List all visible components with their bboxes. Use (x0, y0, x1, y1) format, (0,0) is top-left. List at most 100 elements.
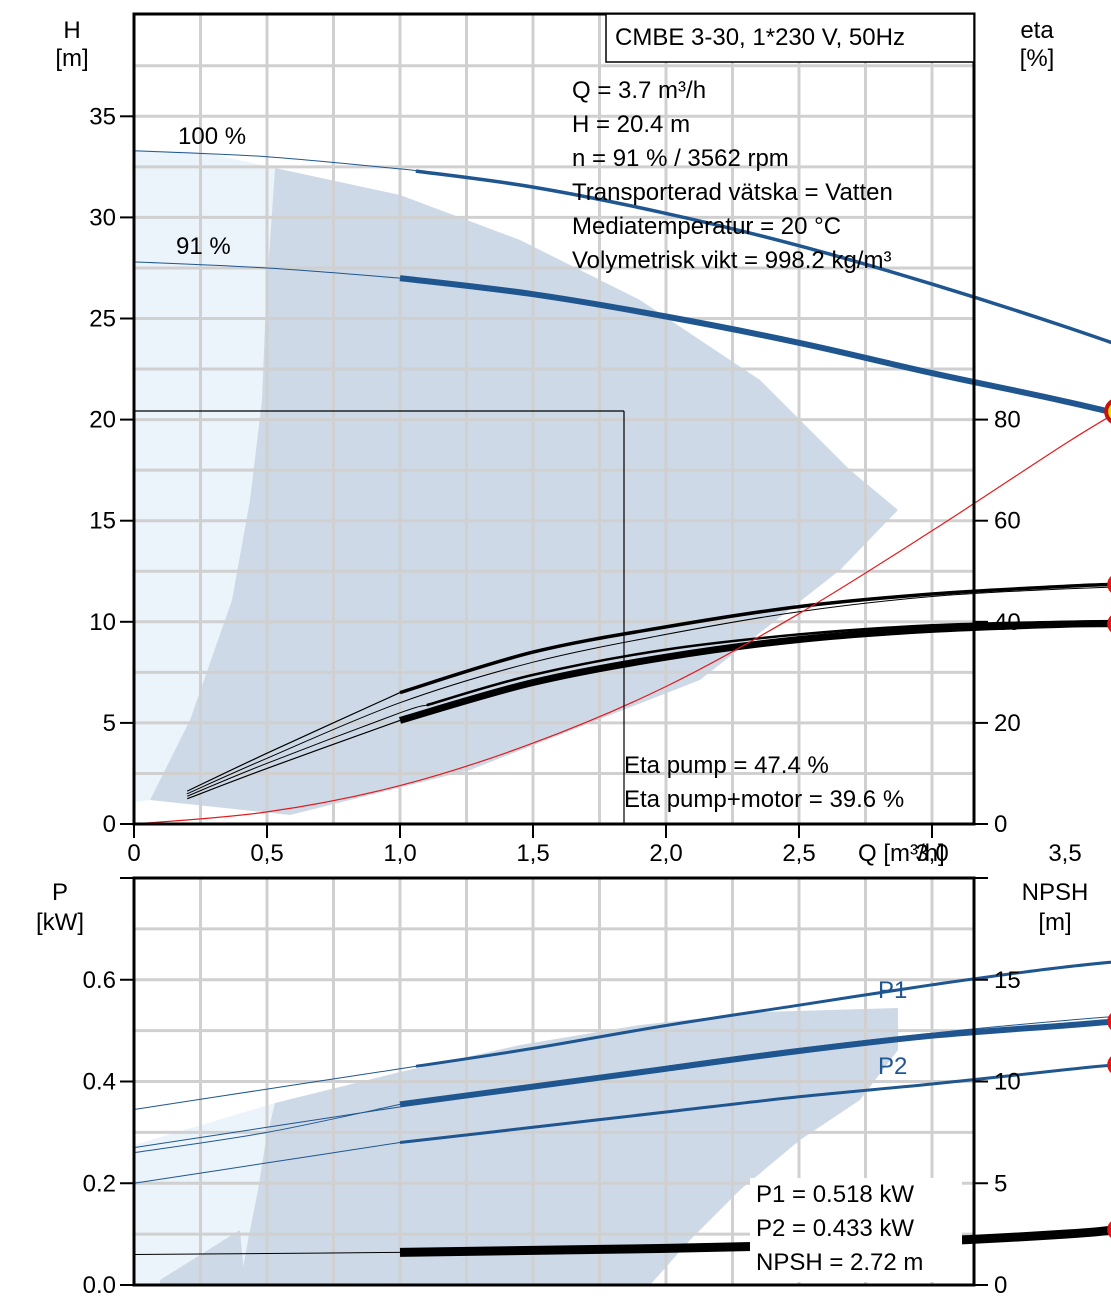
eta-pump-curve-100 (186, 586, 1111, 795)
head-panel: CMBE 3-30, 1*230 V, 50Hz Q = 3.7 m³/h H … (55, 12, 1111, 867)
p1-curve-91 (133, 1018, 1111, 1154)
chart-title: CMBE 3-30, 1*230 V, 50Hz (615, 24, 905, 51)
head-curve-100-thick-segment (415, 169, 1111, 345)
duty-info: Q = 3.7 m³/h H = 20.4 m n = 91 % / 3562 … (572, 77, 893, 274)
p-axis-unit: [kW] (36, 909, 84, 936)
curve-label-p2: P2 (878, 1053, 907, 1080)
system-curve (133, 415, 1111, 825)
h-tick-label: 10 (89, 609, 116, 636)
p2-curve-91-thin-segment (133, 1142, 401, 1184)
q-axis-label: Q [m³/h] (858, 840, 945, 867)
eta-pump-motor-curve (186, 620, 1111, 800)
eta-pump-motor-marker (1107, 615, 1111, 633)
h-tick-label: 5 (103, 710, 116, 737)
eta-tick-label: 60 (994, 508, 1021, 535)
q-tick-label: 1,0 (383, 840, 416, 867)
eta-pump-motor-curve-100-thin-segment (187, 704, 427, 797)
p1-curve-100-thin-segment (133, 1065, 417, 1110)
eta-axis-label: eta (1020, 17, 1054, 44)
npsh-tick-label: 10 (994, 1069, 1021, 1096)
head-curve-100 (133, 150, 1111, 345)
eta-pump-curve-thin-segment (186, 692, 401, 792)
eta-pump-curve-thick-segment (399, 582, 1111, 695)
p-tick-label: 0.4 (83, 1069, 116, 1096)
duty-point-marker (1104, 399, 1111, 424)
head-curve-91-thin-segment (133, 261, 401, 279)
curve-label-100: 100 % (178, 123, 246, 150)
power-markers (1107, 1013, 1111, 1238)
head-axis-ticks: 0 5 10 15 20 25 30 35 0 20 40 60 80 0 0,5 1,0 1,5 2,0 2,5 3… (89, 103, 1081, 867)
eta-pump-curve-100-line (186, 586, 1111, 795)
p1-curve-91-thin-segment (133, 1103, 401, 1154)
p1-curve-100 (133, 960, 1111, 1110)
h-tick-label: 15 (89, 508, 116, 535)
q-tick-label: 3,5 (1048, 840, 1081, 867)
eta-pump-motor-readout: Eta pump+motor = 39.6 % (624, 786, 904, 813)
p1-curve-91-thick-segment (399, 1018, 1111, 1108)
info-flow: Q = 3.7 m³/h (572, 77, 706, 104)
head-curve-91 (133, 261, 1111, 416)
p2-readout: P2 = 0.433 kW (756, 1215, 914, 1242)
head-curves (133, 150, 1111, 825)
system-curve-line (133, 415, 1111, 825)
eta-pump-motor-curve-thin-segment (186, 719, 401, 800)
h-tick-label: 25 (89, 306, 116, 333)
title-box: CMBE 3-30, 1*230 V, 50Hz (605, 13, 975, 63)
eta-pump-marker (1107, 576, 1111, 593)
npsh-tick-label: 15 (994, 967, 1021, 994)
q-tick-label: 0,5 (250, 840, 283, 867)
eta-pump-motor-curve-thick-segment (399, 620, 1111, 724)
h-tick-label: 0 (103, 811, 116, 838)
power-operating-area-edge (160, 1230, 245, 1285)
head-curve-91-thick-segment (399, 275, 1111, 416)
npsh-axis-unit: [m] (1038, 909, 1071, 936)
eta-tick-label: 80 (994, 407, 1021, 434)
info-temperature: Mediatemperatur = 20 °C (572, 213, 841, 240)
q-tick-label: 1,5 (516, 840, 549, 867)
info-density: Volymetrisk vikt = 998.2 kg/m³ (572, 247, 891, 274)
head-curve-100-thin-segment (133, 150, 417, 172)
curve-label-91: 91 % (176, 233, 231, 260)
npsh-curve-thin-segment (133, 1251, 401, 1255)
p1-readout: P1 = 0.518 kW (756, 1181, 914, 1208)
head-grid (134, 14, 974, 824)
q-tick-label: 2,0 (649, 840, 682, 867)
npsh-tick-label: 5 (994, 1170, 1007, 1197)
eta-pump-readout: Eta pump = 47.4 % (624, 752, 829, 779)
eta-pump-curve (186, 582, 1111, 792)
head-operating-area-light (134, 150, 275, 802)
info-liquid: Transporterad vätska = Vatten (572, 179, 893, 206)
p2-curve-91 (133, 1063, 1111, 1184)
p-tick-label: 0.6 (83, 967, 116, 994)
npsh-axis-label: NPSH (1022, 879, 1089, 906)
h-tick-label: 35 (89, 103, 116, 130)
npsh-curve-thick-segment (399, 1225, 1111, 1257)
q-tick-label: 0 (127, 840, 140, 867)
h-axis-unit: [m] (55, 45, 88, 72)
power-panel: P1 = 0.518 kW P2 = 0.433 kW NPSH = 2.72 … (36, 876, 1111, 1299)
q-tick-label: 2,5 (782, 840, 815, 867)
power-readout-backdrop (750, 1178, 962, 1282)
p-tick-label: 0.2 (83, 1170, 116, 1197)
eta-tick-label: 40 (994, 609, 1021, 636)
power-curves (133, 960, 1111, 1257)
info-head: H = 20.4 m (572, 111, 690, 138)
h-tick-label: 20 (89, 407, 116, 434)
p-tick-label: 0.0 (83, 1272, 116, 1299)
q-tick-label: 3,0 (915, 840, 948, 867)
info-speed: n = 91 % / 3562 rpm (572, 145, 789, 172)
p1-marker (1107, 1013, 1111, 1030)
npsh-readout: NPSH = 2.72 m (756, 1249, 923, 1276)
curve-label-p1: P1 (878, 977, 907, 1004)
p2-curve-91-thick-segment (399, 1063, 1111, 1144)
eta-tick-label: 0 (994, 811, 1007, 838)
eta-tick-label: 20 (994, 710, 1021, 737)
h-axis-label: H (63, 17, 80, 44)
npsh-tick-label: 0 (994, 1272, 1007, 1299)
p2-marker (1107, 1056, 1111, 1074)
p-axis-label: P (52, 879, 68, 906)
npsh-marker (1107, 1221, 1111, 1238)
npsh-curve (133, 1225, 1111, 1257)
power-axis-ticks: 0.0 0.2 0.4 0.6 0 5 10 15 (83, 877, 1021, 1299)
